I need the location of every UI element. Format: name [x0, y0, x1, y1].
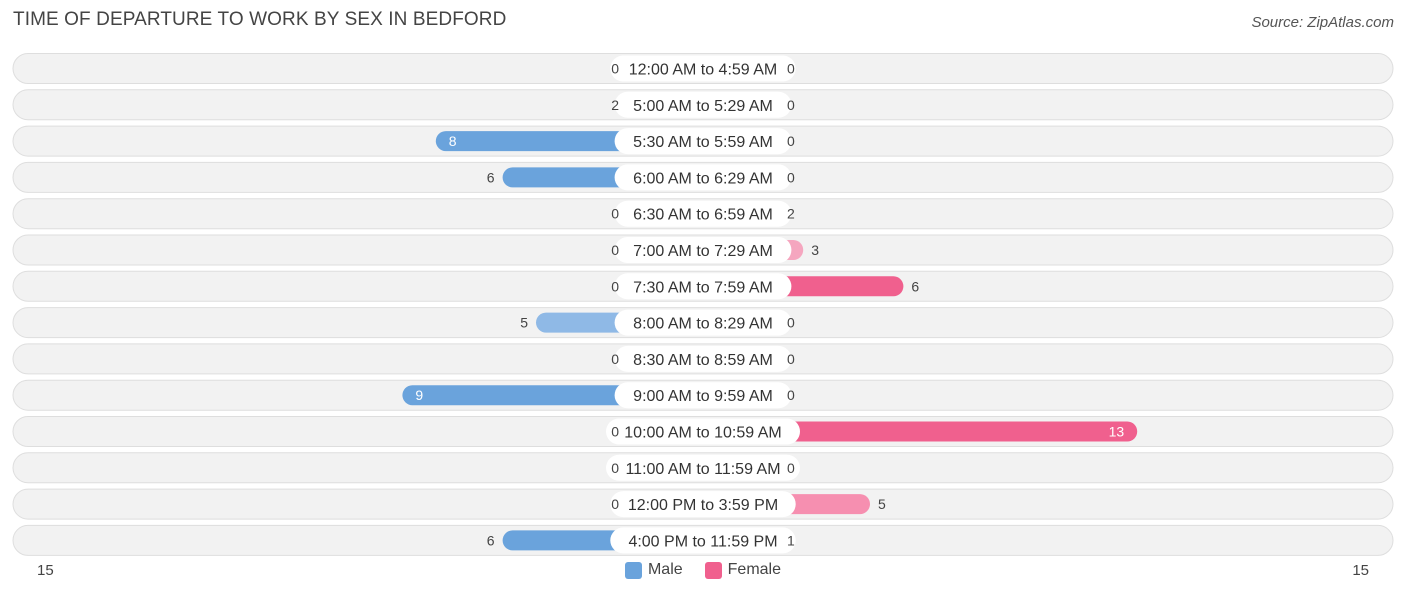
legend-male-label: Male [647, 561, 683, 578]
category-label-pill [614, 128, 792, 155]
female-value-label: 0 [787, 460, 795, 476]
category-label: 12:00 PM to 3:59 PM [628, 497, 778, 514]
male-swatch [624, 561, 642, 579]
male-value-label: 0 [611, 460, 619, 476]
category-label-pill [610, 527, 796, 554]
female-value-label: 0 [787, 133, 795, 149]
female-value-label: 0 [787, 315, 795, 331]
category-label-pill [610, 491, 796, 518]
category-label-pill [614, 164, 792, 191]
male-value-label: 0 [611, 278, 619, 294]
male-value-label: 0 [611, 424, 619, 440]
category-label: 5:00 AM to 5:29 AM [633, 98, 773, 115]
female-value-label: 0 [787, 351, 795, 367]
female-value-label: 1 [787, 532, 795, 548]
legend-item-male: Male [624, 561, 683, 579]
female-value-label: 13 [1109, 424, 1125, 440]
female-value-label: 3 [811, 242, 819, 258]
female-bar [703, 421, 1138, 442]
category-label: 8:00 AM to 8:29 AM [633, 316, 773, 333]
category-label-pill [614, 309, 792, 336]
category-label: 11:00 AM to 11:59 AM [625, 461, 780, 478]
category-label-pill [614, 345, 792, 372]
female-value-label: 0 [787, 97, 795, 113]
category-label-pill [614, 273, 792, 300]
male-value-label: 0 [611, 351, 619, 367]
category-label: 6:00 AM to 6:29 AM [633, 170, 773, 187]
male-value-label: 0 [611, 496, 619, 512]
female-swatch [704, 561, 722, 579]
category-label-pill [614, 200, 792, 227]
category-label-pill [606, 454, 800, 481]
female-value-label: 2 [787, 206, 795, 222]
legend: Male Female [0, 561, 1406, 579]
male-value-label: 0 [611, 242, 619, 258]
male-value-label: 2 [611, 97, 619, 113]
male-value-label: 9 [415, 387, 423, 403]
category-label: 7:30 AM to 7:59 AM [633, 279, 773, 296]
legend-item-female: Female [704, 561, 782, 579]
source-note: Source: ZipAtlas.com [1251, 14, 1394, 31]
category-label-pill [610, 55, 796, 82]
category-label: 8:30 AM to 8:59 AM [633, 352, 773, 369]
axis-right-label: 15 [1352, 562, 1369, 579]
category-label-pill [606, 418, 800, 445]
category-label: 4:00 PM to 11:59 PM [628, 533, 777, 550]
male-value-label: 8 [449, 133, 457, 149]
axis-left-label: 15 [37, 562, 54, 579]
category-label: 10:00 AM to 10:59 AM [624, 425, 781, 442]
category-label: 5:30 AM to 5:59 AM [633, 134, 773, 151]
male-value-label: 0 [611, 206, 619, 222]
male-value-label: 6 [487, 169, 495, 185]
category-label-pill [614, 382, 792, 409]
category-label: 7:00 AM to 7:29 AM [633, 243, 773, 260]
category-label-pill [614, 237, 792, 263]
category-label: 12:00 AM to 4:59 AM [629, 62, 778, 79]
category-label: 6:30 AM to 6:59 AM [633, 207, 773, 224]
female-value-label: 0 [787, 169, 795, 185]
male-value-label: 6 [487, 532, 495, 548]
female-value-label: 6 [911, 278, 919, 294]
female-value-label: 0 [787, 61, 795, 77]
male-value-label: 5 [520, 315, 528, 331]
female-value-label: 0 [787, 387, 795, 403]
category-label-pill [614, 91, 792, 118]
legend-female-label: Female [727, 561, 782, 578]
chart-title: TIME OF DEPARTURE TO WORK BY SEX IN BEDF… [13, 9, 507, 30]
category-label: 9:00 AM to 9:59 AM [633, 388, 773, 405]
male-value-label: 0 [611, 61, 619, 77]
female-value-label: 5 [878, 496, 886, 512]
